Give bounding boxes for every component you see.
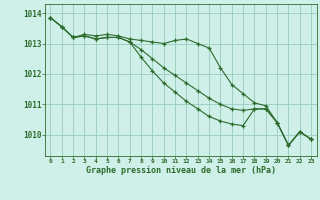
X-axis label: Graphe pression niveau de la mer (hPa): Graphe pression niveau de la mer (hPa) <box>86 166 276 175</box>
